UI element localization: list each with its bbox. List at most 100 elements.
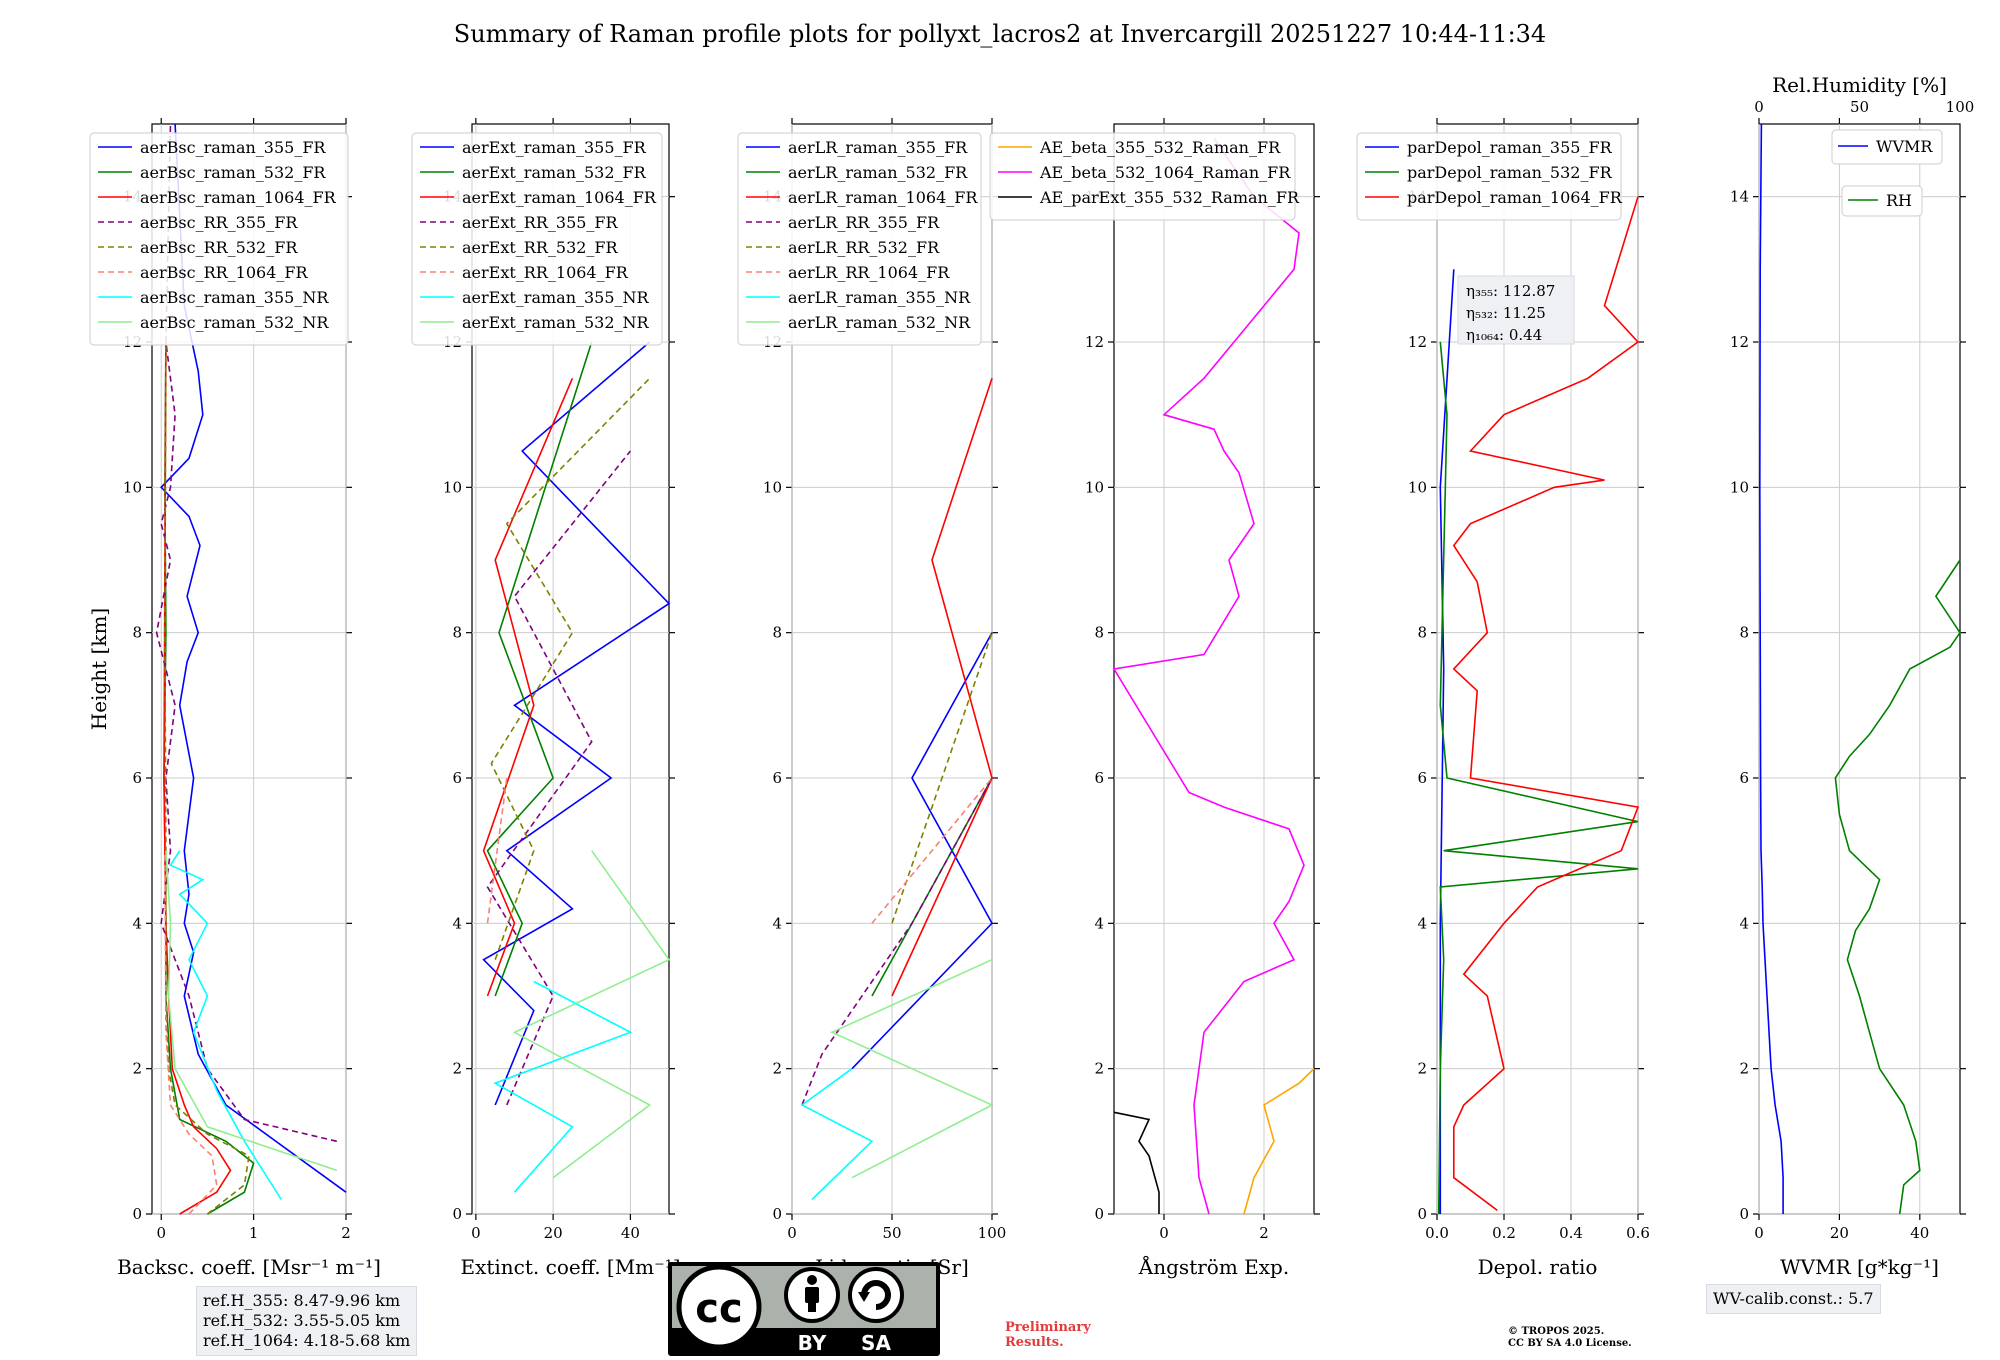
series-line-AE_beta_532_1064_Raman_FR <box>1112 138 1305 1215</box>
legend-entry: aerLR_RR_532_FR <box>788 238 940 257</box>
legend-entry: WVMR <box>1876 137 1933 156</box>
x-tick-label: 0 <box>1754 1224 1764 1242</box>
series-line-aerExt_RR_355_FR <box>486 450 632 1106</box>
x-axis-label: WVMR [g*kg⁻¹] <box>1780 1255 1939 1279</box>
x-tick-label: 0.4 <box>1559 1224 1583 1242</box>
series-line-aerBsc_raman_1064_FR <box>163 341 232 1215</box>
series-line-aerLR_raman_355_NR <box>800 1068 874 1201</box>
x-tick-label: 0.0 <box>1425 1224 1449 1242</box>
page-title: Summary of Raman profile plots for polly… <box>453 20 1547 48</box>
legend-entry: aerLR_RR_1064_FR <box>788 263 950 282</box>
legend-entry: aerExt_raman_355_NR <box>462 288 650 307</box>
series-line-aerBsc_RR_1064_FR <box>164 850 218 1215</box>
legend-box <box>1831 129 1943 165</box>
legend-box <box>89 132 349 346</box>
legend-box <box>737 132 982 346</box>
x-axis-label: Ångström Exp. <box>1138 1254 1289 1279</box>
y-tick-label: 2 <box>132 1060 142 1078</box>
y-tick-label: 2 <box>772 1060 782 1078</box>
panel-6: 0 2 4 6 8 10 12 14 0 20 40 WVMR [g*kg⁻¹] WVMR RH 0 50 10… <box>1730 73 1974 1279</box>
legend-entry: aerLR_RR_355_FR <box>788 213 940 232</box>
series-line-aerExt_raman_355_NR <box>493 980 633 1193</box>
series-line-aerBsc_RR_355_FR <box>155 123 337 1143</box>
y-tick-label: 0 <box>452 1205 462 1223</box>
x-tick-label: 0.6 <box>1626 1224 1650 1242</box>
y-tick-label: 12 <box>1730 333 1749 351</box>
panel-frame <box>1113 123 1315 1215</box>
y-tick-label: 8 <box>1739 624 1749 642</box>
preliminary-line-2: Results. <box>1005 1335 1064 1350</box>
legend-entry: aerBsc_RR_355_FR <box>140 213 298 232</box>
reference-heights-box: ref.H_355: 8.47-9.96 km ref.H_532: 3.55-… <box>196 1286 418 1356</box>
legend-entry: aerExt_RR_1064_FR <box>462 263 629 282</box>
legend-entry: aerExt_RR_532_FR <box>462 238 619 257</box>
x-axis-label: Extinct. coeff. [Mm⁻¹] <box>460 1255 680 1279</box>
top-tick-label: 100 <box>1946 98 1975 116</box>
y-tick-label: 12 <box>1408 333 1427 351</box>
legend-entry: aerBsc_RR_532_FR <box>140 238 298 257</box>
y-tick-label: 8 <box>772 624 782 642</box>
series-line-aerExt_raman_532_NR <box>512 850 671 1179</box>
y-tick-label: 2 <box>1094 1060 1104 1078</box>
x-tick-label: 0 <box>787 1224 797 1242</box>
y-tick-label: 6 <box>1094 769 1104 787</box>
y-tick-label: 10 <box>1085 478 1104 496</box>
legend-entry: aerLR_raman_355_NR <box>788 288 971 307</box>
ref-height-1064: ref.H_1064: 4.18-5.68 km <box>203 1331 411 1350</box>
legend-entry: aerLR_raman_1064_FR <box>788 188 978 207</box>
sa-label: SA <box>861 1331 891 1355</box>
legend-entry: parDepol_raman_355_FR <box>1407 138 1613 157</box>
legend-entry: RH <box>1886 191 1912 210</box>
y-tick-label: 0 <box>1417 1205 1427 1223</box>
y-tick-label: 6 <box>1739 769 1749 787</box>
x-tick-label: 2 <box>1259 1224 1269 1242</box>
x-axis-label: Depol. ratio <box>1478 1255 1598 1279</box>
y-tick-label: 4 <box>1739 914 1749 932</box>
cc-license-logo: cc BY SA <box>668 1262 940 1356</box>
legend-entry: aerExt_raman_532_NR <box>462 313 650 332</box>
legend-entry: aerLR_raman_355_FR <box>788 138 968 157</box>
y-tick-label: 14 <box>1730 188 1749 206</box>
y-tick-label: 8 <box>1417 624 1427 642</box>
eta-box <box>1457 275 1575 345</box>
panel-4: 0246810121402Ångström Exp.AE_beta_355_53… <box>989 118 1320 1279</box>
series-line-aerExt_raman_355_FR <box>482 341 671 1106</box>
panel-frame <box>1758 123 1961 1215</box>
series-line-aerExt_raman_532_FR <box>486 341 593 997</box>
y-tick-label: 8 <box>452 624 462 642</box>
legend-entry: aerBsc_raman_355_NR <box>140 288 329 307</box>
ref-height-532: ref.H_532: 3.55-5.05 km <box>203 1311 401 1330</box>
y-tick-label: 10 <box>763 478 782 496</box>
y-tick-label: 6 <box>132 769 142 787</box>
y-tick-label: 4 <box>452 914 462 932</box>
series-line-aerBsc_raman_532_NR <box>165 850 338 1172</box>
legend-entry: aerBsc_raman_355_FR <box>140 138 326 157</box>
series-line-aerBsc_raman_355_FR <box>160 123 347 1193</box>
legend-entry: aerExt_raman_532_FR <box>462 163 647 182</box>
legend-entry: aerBsc_RR_1064_FR <box>140 263 309 282</box>
y-tick-label: 8 <box>132 624 142 642</box>
y-tick-label: 6 <box>1417 769 1427 787</box>
x-tick-label: 0 <box>156 1224 166 1242</box>
series-line-aerLR_RR_1064_FR <box>871 777 993 924</box>
legend-entry: parDepol_raman_1064_FR <box>1407 188 1623 207</box>
series-line-parDepol_raman_1064_FR <box>1452 196 1640 1212</box>
y-tick-label: 2 <box>1739 1060 1749 1078</box>
top-tick-label: 0 <box>1754 98 1764 116</box>
legend-box <box>1356 132 1622 221</box>
y-tick-label: 4 <box>132 914 142 932</box>
legend-entry: AE_beta_355_532_Raman_FR <box>1039 138 1281 157</box>
legend-entry: aerBsc_raman_532_FR <box>140 163 326 182</box>
by-label: BY <box>798 1331 827 1355</box>
series-line-aerLR_raman_1064_FR <box>891 378 993 997</box>
x-tick-label: 0 <box>1159 1224 1169 1242</box>
copyright-line-1: © TROPOS 2025. <box>1508 1326 1605 1337</box>
person-icon <box>807 1275 817 1285</box>
ref-height-355: ref.H_355: 8.47-9.96 km <box>203 1291 401 1310</box>
y-tick-label: 4 <box>772 914 782 932</box>
legend-entry: aerLR_raman_532_NR <box>788 313 971 332</box>
series-line-aerLR_RR_532_FR <box>891 632 993 924</box>
legend-box <box>1841 185 1923 217</box>
y-tick-label: 10 <box>123 478 142 496</box>
